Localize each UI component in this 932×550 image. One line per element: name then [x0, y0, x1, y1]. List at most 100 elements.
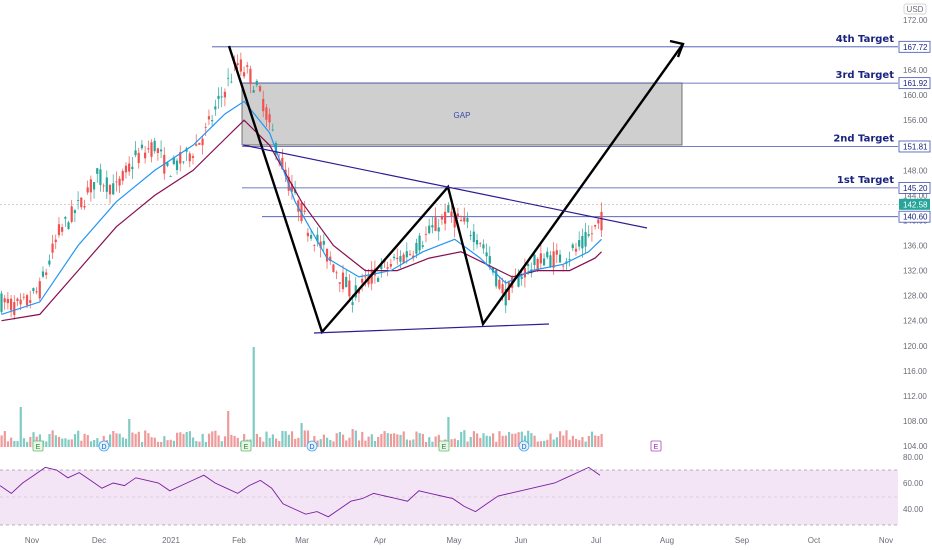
volume-bar [568, 439, 571, 447]
candle-body [316, 234, 319, 242]
volume-bar [418, 433, 421, 447]
volume-bar [351, 429, 354, 447]
candle-body [456, 213, 459, 217]
candle-body [322, 240, 325, 245]
candle-body [405, 251, 408, 258]
time-tick-label: Oct [808, 536, 821, 545]
price-level-tag [898, 77, 931, 90]
volume-bar [83, 433, 86, 447]
volume-bar [322, 434, 326, 447]
volume-bar [472, 431, 476, 447]
volume-bar [243, 433, 246, 447]
candle-body [453, 214, 456, 228]
volume-bar [89, 441, 93, 447]
candle-body [361, 278, 364, 283]
volume-bar [316, 440, 319, 447]
candle-body [172, 157, 175, 165]
candle-body [574, 248, 578, 252]
volume-bar [284, 431, 287, 447]
candle-body [571, 244, 574, 249]
candle-body [48, 260, 51, 265]
volume-bar [278, 441, 281, 447]
candle-body [249, 68, 252, 85]
ema-slow-line [1, 119, 602, 322]
candle-body [386, 267, 389, 269]
volume-bar [300, 423, 303, 447]
volume-bar [6, 441, 10, 447]
volume-bar [517, 432, 520, 447]
volume-bar [402, 431, 405, 447]
gap-label: GAP [454, 111, 471, 120]
candle-body [6, 298, 9, 304]
candle-body [507, 282, 511, 301]
volume-bar [555, 437, 559, 447]
candle-body [3, 298, 6, 303]
candle-body [204, 127, 207, 129]
volume-bar [539, 441, 543, 447]
volume-bar [507, 432, 511, 447]
candle-body [175, 160, 179, 171]
candle-body [581, 236, 584, 249]
volume-bar [51, 430, 54, 447]
gap-zone[interactable] [241, 82, 683, 146]
volume-bar [421, 433, 424, 447]
volume-bar [488, 436, 491, 447]
time-tick-label: Sep [735, 536, 750, 545]
candle-body [19, 299, 22, 305]
volume-bar [460, 431, 463, 447]
candle-body [364, 276, 367, 278]
candle-body [271, 129, 274, 131]
candle-body [64, 217, 67, 219]
volume-bar [80, 440, 83, 447]
volume-bar [424, 441, 428, 447]
candle-body [517, 276, 520, 287]
earnings-marker-icon [240, 440, 252, 452]
candle-body [290, 183, 294, 192]
volume-bar [447, 417, 450, 447]
volume-bar [26, 441, 29, 447]
candles [0, 52, 603, 320]
candle-body [236, 63, 239, 65]
candle-body [469, 235, 472, 236]
candle-body [428, 225, 431, 234]
volume-bar [345, 440, 348, 447]
volume-bar [112, 430, 115, 447]
volume-bar [370, 434, 373, 447]
volume-bar [10, 437, 13, 447]
volume-bar [166, 440, 169, 447]
support-trendline[interactable] [313, 323, 550, 334]
volume-bar [600, 434, 603, 447]
candle-body [281, 157, 284, 170]
candle-body [475, 240, 479, 245]
volume-bar [332, 441, 335, 447]
candle-body [128, 163, 131, 172]
volume-bar [230, 434, 233, 447]
price-tick-label: 148.00 [903, 166, 928, 175]
candle-body [399, 256, 402, 262]
descending-trendline[interactable] [242, 144, 648, 229]
candle-body [421, 245, 424, 247]
event-marker-label: D [309, 444, 314, 451]
volume-bar [354, 430, 357, 447]
price-tick-label: 136.00 [903, 242, 928, 251]
candle-body [41, 271, 45, 277]
volume-bar [236, 437, 239, 447]
candle-body [389, 263, 392, 267]
event-marker-label: E [244, 444, 249, 451]
candle-body [597, 219, 600, 224]
volume-bar [227, 411, 230, 447]
volume-bar [549, 433, 552, 447]
volume-bar [389, 433, 393, 447]
time-tick-label: Mar [295, 536, 309, 545]
volume-bar [527, 430, 530, 447]
volume-bar [70, 439, 73, 447]
candle-body [338, 282, 341, 284]
currency-badge[interactable] [903, 3, 927, 15]
volume-bar [364, 440, 367, 447]
volume-bar [128, 419, 131, 447]
candle-body [479, 242, 482, 244]
candle-body [568, 258, 571, 260]
current-price-tag-label: 142.58 [903, 200, 928, 209]
